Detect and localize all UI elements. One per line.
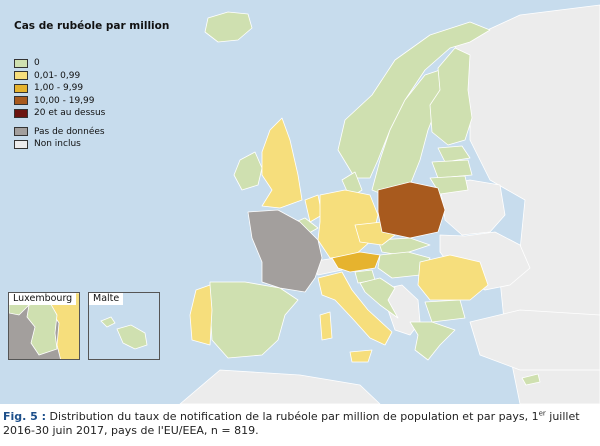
sardinia: [319, 311, 333, 341]
legend-swatch: [14, 108, 28, 118]
romania: [417, 254, 489, 301]
malta-label: Malte: [89, 293, 124, 305]
legend-swatch: [14, 96, 28, 106]
sicily: [349, 349, 373, 363]
greece: [409, 321, 456, 361]
turkey: [469, 309, 600, 371]
united-kingdom: [261, 117, 303, 209]
legend-label: Non inclus: [34, 139, 81, 150]
legend-swatch: [14, 139, 28, 149]
bulgaria: [424, 299, 466, 323]
legend-label: 0,01- 0,99: [34, 70, 81, 81]
belarus: [439, 179, 506, 236]
legend-label: 1,00 - 9,99: [34, 83, 84, 94]
iceland: [204, 11, 253, 43]
france: [247, 209, 323, 293]
legend-label: Pas de données: [34, 126, 105, 137]
slovakia: [377, 237, 431, 256]
latvia: [431, 159, 473, 179]
figure-number: Fig. 5 :: [3, 410, 47, 423]
map-legend: Cas de rubéole par million 0 0,01- 0,99 …: [14, 20, 174, 151]
netherlands: [304, 194, 323, 223]
caption-superscript: er: [538, 409, 546, 418]
spain: [209, 281, 299, 359]
north-africa: [179, 369, 381, 404]
legend-label: 0: [34, 58, 40, 69]
legend-item-0: 0: [14, 57, 174, 70]
luxembourg-inset-map: [9, 293, 79, 359]
legend-item-2: 1,00 - 9,99: [14, 82, 174, 95]
austria: [331, 251, 381, 273]
croatia: [359, 277, 399, 319]
legend-item-notincluded: Non inclus: [14, 138, 174, 151]
legend-title: Cas de rubéole par million: [14, 20, 170, 32]
caption-text-2: juillet 2016-30 juin 2017, pays de l'EU/…: [3, 410, 580, 437]
europe-map: [179, 4, 600, 404]
caption-text-1: Distribution du taux de notification de …: [46, 410, 539, 423]
legend-swatch: [14, 127, 28, 137]
portugal: [189, 284, 213, 346]
italy: [317, 271, 393, 346]
finland: [429, 47, 473, 146]
legend-item-3: 10,00 - 19,99: [14, 95, 174, 108]
norway: [337, 21, 491, 179]
luxembourg-label: Luxembourg: [9, 293, 77, 305]
legend-swatch: [14, 58, 28, 68]
malta-inset-map: [100, 316, 148, 350]
ireland: [233, 151, 263, 191]
legend-item-nodata: Pas de données: [14, 126, 174, 139]
legend-label: 20 et au dessus: [34, 108, 106, 119]
figure-caption: Fig. 5 : Distribution du taux de notific…: [3, 410, 597, 438]
legend-swatch: [14, 71, 28, 81]
estonia: [437, 145, 471, 163]
legend-item-1: 0,01- 0,99: [14, 70, 174, 83]
cyprus: [521, 373, 541, 386]
legend-swatch: [14, 83, 28, 93]
luxembourg-inset: Luxembourg: [8, 292, 80, 360]
legend-label: 10,00 - 19,99: [34, 95, 95, 106]
map-area: Cas de rubéole par million 0 0,01- 0,99 …: [0, 0, 600, 404]
poland: [377, 181, 446, 239]
legend-item-4: 20 et au dessus: [14, 107, 174, 120]
malta-inset: Malte: [88, 292, 160, 360]
